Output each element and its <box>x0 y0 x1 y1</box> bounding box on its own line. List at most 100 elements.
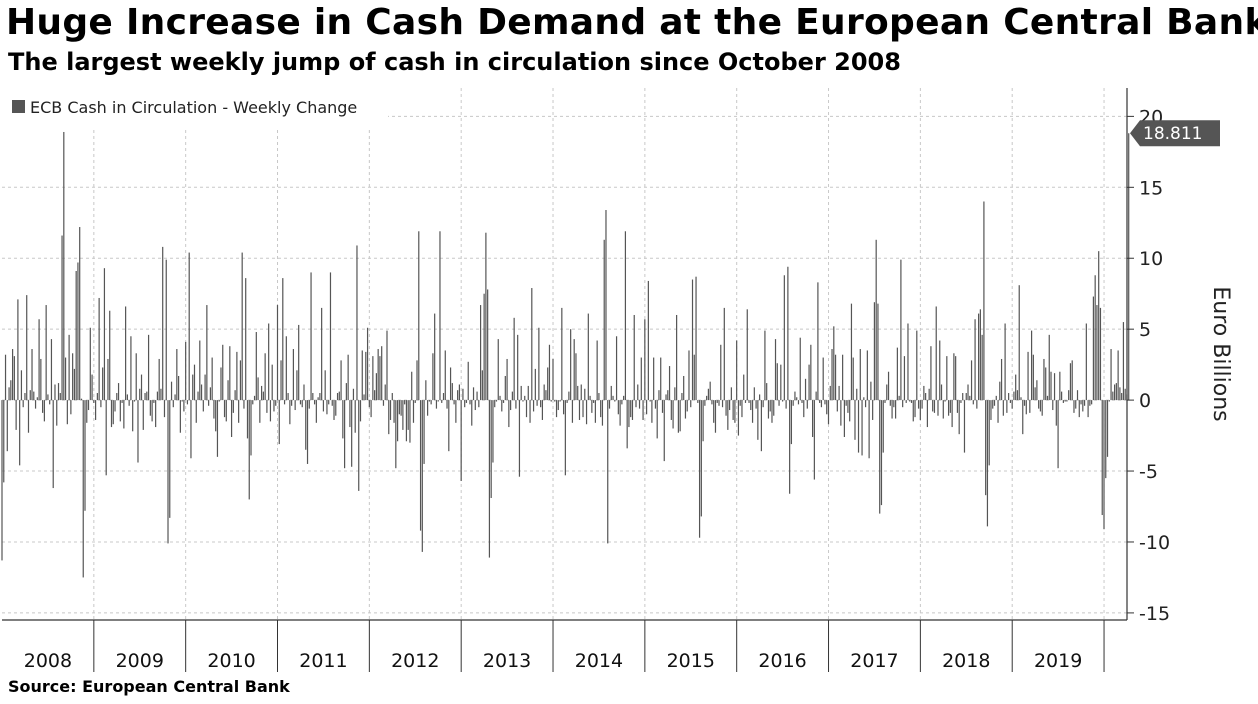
bar <box>730 387 732 401</box>
bar <box>864 400 867 408</box>
bar <box>1057 400 1059 469</box>
bar <box>923 385 925 401</box>
bar <box>232 400 234 413</box>
bar <box>160 388 162 401</box>
bar <box>714 400 717 433</box>
bar <box>66 400 68 425</box>
bar <box>338 391 340 401</box>
bar <box>970 360 973 401</box>
bar <box>573 339 575 401</box>
x-tick-label: 2010 <box>207 650 255 672</box>
bar <box>202 400 204 412</box>
bar <box>478 400 480 408</box>
bar <box>1078 400 1080 418</box>
bar <box>751 400 754 423</box>
bar <box>859 349 861 401</box>
bar <box>20 370 23 401</box>
bar <box>287 393 289 401</box>
bar <box>135 353 137 401</box>
bar <box>668 366 671 401</box>
bar <box>700 400 702 517</box>
bar <box>34 400 37 409</box>
bar <box>736 340 738 401</box>
bar <box>193 364 196 401</box>
bar <box>947 400 950 416</box>
bar <box>589 395 591 401</box>
bar <box>672 400 674 429</box>
bar <box>683 375 685 401</box>
bar <box>393 400 395 423</box>
bar <box>926 400 928 428</box>
bar <box>262 391 264 401</box>
bar <box>497 339 499 401</box>
bar <box>225 400 227 422</box>
bar <box>259 400 261 423</box>
bar <box>1002 400 1004 416</box>
bar <box>955 356 957 401</box>
bar <box>527 385 529 401</box>
bar <box>524 395 526 401</box>
bar <box>80 398 83 401</box>
bar <box>499 395 501 401</box>
bar <box>605 210 607 401</box>
bar <box>1046 395 1049 401</box>
source-note: Source: European Central Bank <box>8 677 290 696</box>
bar <box>1119 387 1121 401</box>
bar <box>610 385 612 401</box>
bar <box>19 400 21 466</box>
bar <box>361 350 363 401</box>
bar <box>31 349 33 401</box>
bar <box>967 384 969 401</box>
bar <box>379 356 381 401</box>
bar <box>978 313 980 401</box>
bar <box>764 330 766 401</box>
bar <box>1121 393 1123 401</box>
bar <box>448 400 450 452</box>
bar <box>654 400 657 409</box>
bar <box>305 400 307 450</box>
legend: ECB Cash in Circulation - Weekly Change <box>1 87 388 127</box>
bar <box>1 400 3 561</box>
bar <box>651 400 653 423</box>
bar <box>255 332 257 401</box>
bar <box>520 385 522 401</box>
bar <box>1032 354 1034 401</box>
bar <box>896 347 898 401</box>
bar <box>857 400 860 453</box>
bar <box>345 383 347 401</box>
bar <box>829 385 831 401</box>
bar <box>698 400 701 538</box>
bar <box>33 391 35 401</box>
bar <box>753 387 755 401</box>
bar <box>472 387 475 401</box>
bar <box>1022 400 1024 435</box>
bar <box>192 374 194 401</box>
bar <box>529 400 531 423</box>
bar <box>933 400 936 413</box>
bar <box>63 131 65 401</box>
last-value-callout <box>1130 120 1220 147</box>
bar <box>199 340 201 401</box>
bar <box>432 353 434 401</box>
bar <box>615 336 618 401</box>
bar <box>691 279 694 401</box>
bar <box>803 400 805 418</box>
bar <box>1113 384 1116 401</box>
bar <box>737 400 740 436</box>
bar <box>739 400 741 406</box>
bar <box>208 400 210 406</box>
bar <box>781 400 784 402</box>
bar <box>873 302 876 401</box>
bar <box>706 395 708 401</box>
bar <box>329 272 332 401</box>
bar <box>404 400 406 405</box>
bar <box>266 400 268 413</box>
bar <box>612 395 614 401</box>
bar <box>156 391 159 401</box>
bar <box>907 323 909 401</box>
bar <box>796 397 798 401</box>
bar <box>744 400 747 403</box>
bar <box>236 351 238 401</box>
bar <box>525 400 528 418</box>
bar <box>278 400 280 445</box>
